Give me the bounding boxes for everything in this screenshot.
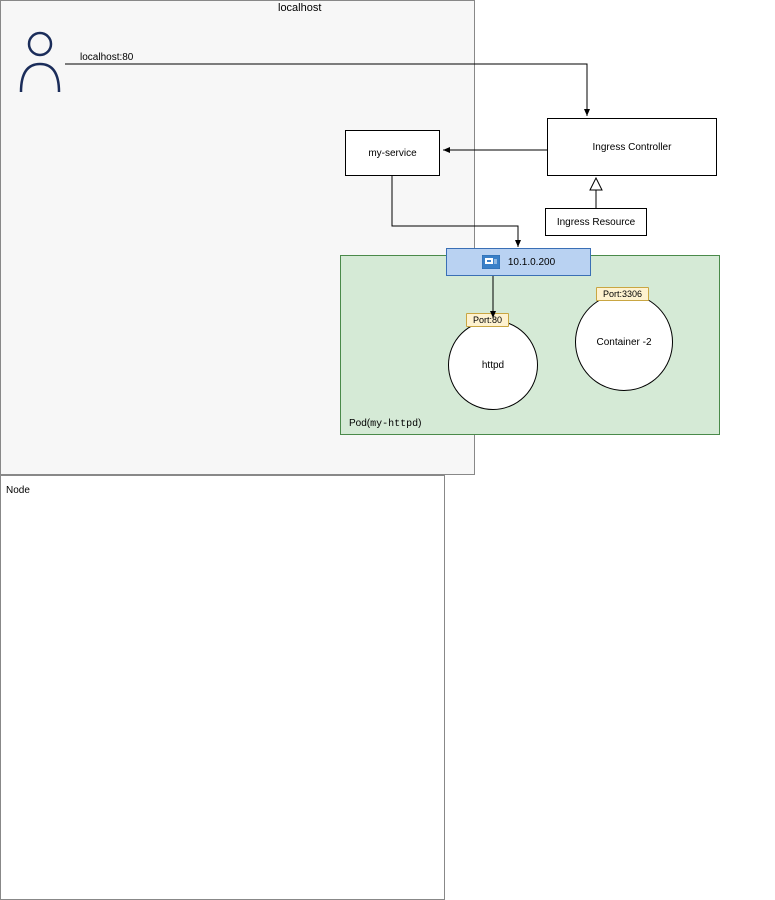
container-httpd: httpd (448, 320, 538, 410)
node-label: Node (6, 485, 30, 496)
ingress-resource-box: Ingress Resource (545, 208, 647, 236)
node-container: Node (0, 475, 445, 900)
nic-icon (482, 255, 500, 269)
container-2: Container -2 (575, 293, 673, 391)
user-icon (15, 30, 65, 94)
pod-ip-label: 10.1.0.200 (508, 257, 555, 268)
localhost-label: localhost (278, 2, 321, 14)
pod-ip-box: 10.1.0.200 (446, 248, 591, 276)
port-badge-80: Port:80 (466, 313, 509, 327)
pod-label: Pod(my-httpd) (349, 418, 421, 430)
port-badge-3306: Port:3306 (596, 287, 649, 301)
url-label: localhost:80 (80, 52, 133, 63)
service-box: my-service (345, 130, 440, 176)
ingress-controller-box: Ingress Controller (547, 118, 717, 176)
